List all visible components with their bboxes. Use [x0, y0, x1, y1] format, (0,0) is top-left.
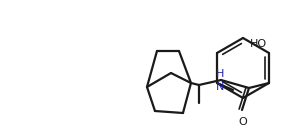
Text: O: O [238, 117, 247, 127]
Text: HO: HO [250, 39, 267, 49]
Text: N: N [216, 82, 224, 92]
Text: H: H [216, 69, 224, 79]
